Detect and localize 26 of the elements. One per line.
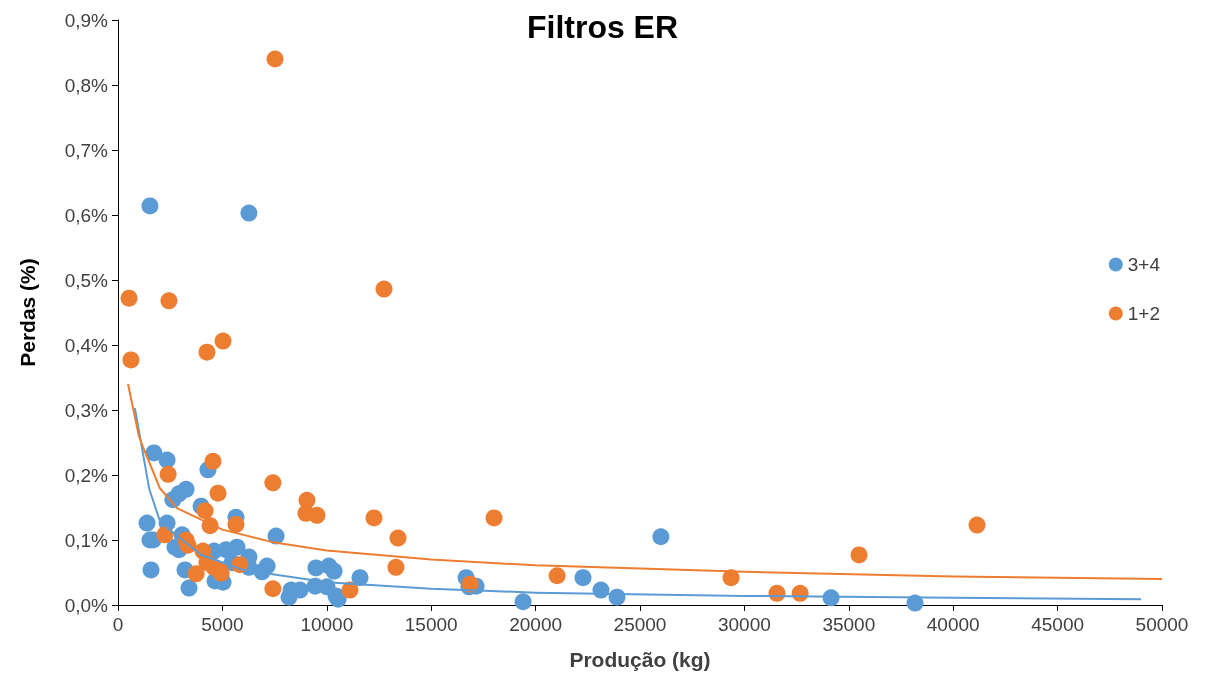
y-tick-label: 0,7% (64, 139, 109, 161)
legend-label: 3+4 (1127, 254, 1161, 275)
x-tick-label: 15000 (404, 614, 458, 635)
x-tick-label: 35000 (822, 614, 876, 635)
y-tick-label: 0,6% (64, 204, 109, 226)
y-tick-label: 0,4% (64, 334, 109, 356)
x-tick-label: 30000 (717, 614, 771, 635)
legend-label: 1+2 (1127, 303, 1160, 324)
x-tick-label: 20000 (509, 614, 563, 635)
y-tick-label: 0,1% (64, 529, 109, 551)
x-tick-label: 40000 (926, 614, 980, 635)
x-tick-label: 50000 (1135, 614, 1189, 635)
y-tick-label: 0,3% (64, 399, 109, 421)
x-tick-label: 10000 (300, 614, 354, 635)
x-axis-title: Produção (kg) (569, 648, 711, 671)
x-tick-label: 5000 (201, 614, 244, 635)
y-tick-label: 0,0% (64, 594, 109, 616)
y-tick-label: 0,9% (64, 9, 109, 31)
chart-title: Filtros ER (526, 9, 679, 45)
x-tick-label: 45000 (1031, 614, 1085, 635)
y-tick-label: 0,5% (64, 269, 109, 291)
y-tick-label: 0,2% (64, 464, 109, 486)
x-tick-label: 25000 (613, 614, 667, 635)
x-tick-label: 0 (112, 614, 124, 635)
y-tick-label: 0,8% (64, 74, 109, 96)
y-axis-title: Perdas (%) (16, 258, 39, 367)
